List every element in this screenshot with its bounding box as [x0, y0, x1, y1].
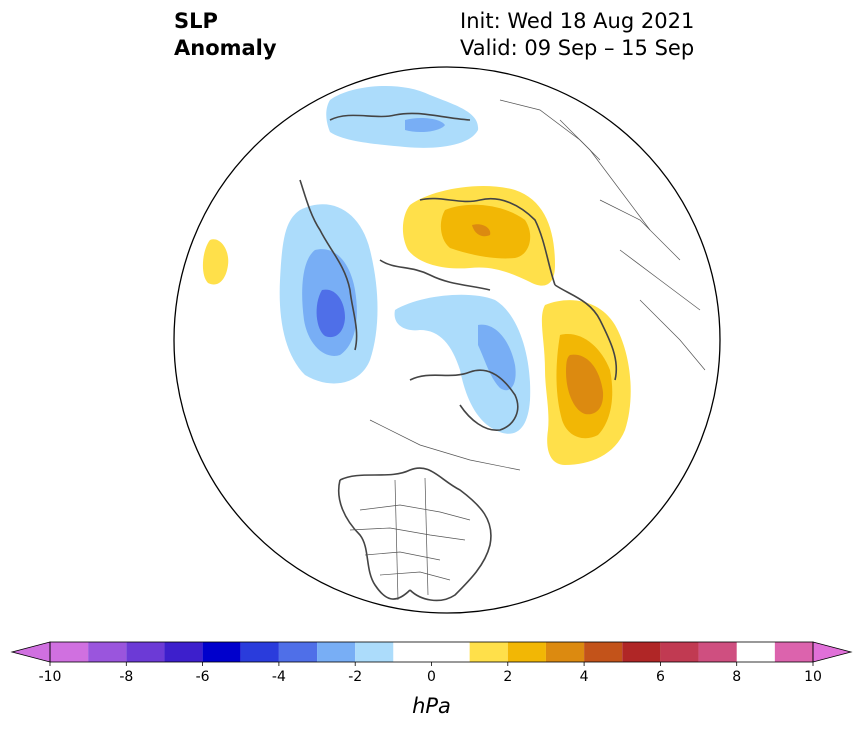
anomaly-high-asia — [202, 239, 229, 285]
colorbar-tick-label: 8 — [732, 669, 741, 685]
anomaly-low-greenland — [394, 294, 531, 434]
colorbar-cell — [545, 642, 585, 662]
colorbar-tick-label: 0 — [427, 669, 436, 685]
colorbar-cell — [355, 642, 394, 662]
colorbar-tick-label: -6 — [196, 669, 210, 685]
colorbar-cell — [584, 642, 623, 662]
colorbar-tick-label: -10 — [39, 669, 62, 685]
map-disc — [174, 67, 720, 613]
colorbar-tick-label: 4 — [580, 669, 589, 685]
colorbar-cell — [164, 642, 203, 662]
colorbar-cell — [469, 642, 508, 662]
anomaly-low-atlantic — [279, 204, 378, 384]
colorbar-cell — [698, 642, 737, 662]
colorbar-cell — [774, 642, 813, 662]
colorbar-cell — [50, 642, 89, 662]
colorbar-cells — [10, 641, 853, 663]
title-field: SLP — [174, 9, 218, 33]
map-boundary — [173, 66, 721, 614]
valid-period: Valid: 09 Sep – 15 Sep — [460, 36, 695, 60]
colorbar-tick-label: 2 — [503, 669, 512, 685]
map-title: SLP Anomaly — [174, 8, 277, 62]
colorbar-cell — [507, 642, 546, 662]
colorbar-cell — [317, 642, 356, 662]
colorbar-ticks: -10 -8 -6 -4 -2 0 2 4 6 8 10 — [39, 662, 822, 685]
colorbar-cell — [240, 642, 279, 662]
title-field-line2: Anomaly — [174, 36, 277, 60]
colorbar-cell — [202, 642, 241, 662]
anomaly-high-bering — [541, 300, 631, 465]
colorbar-cell — [278, 642, 318, 662]
colorbar-cell — [393, 642, 470, 662]
colorbar-cell — [88, 642, 127, 662]
coastlines — [299, 112, 618, 602]
anomaly-low-siberia — [326, 85, 479, 148]
colorbar-tick-label: 10 — [804, 669, 822, 685]
colorbar-extend-low — [10, 641, 51, 663]
anomaly-high-scandinavia — [402, 185, 555, 286]
colorbar: -10 -8 -6 -4 -2 0 2 4 6 8 10 — [10, 641, 853, 685]
forecast-dates: Init: Wed 18 Aug 2021 Valid: 09 Sep – 15… — [460, 8, 694, 62]
colorbar-extend-high — [812, 641, 853, 663]
init-date: Init: Wed 18 Aug 2021 — [460, 9, 695, 33]
colorbar-cell — [126, 642, 165, 662]
colorbar-tick-label: 6 — [656, 669, 665, 685]
polar-map — [173, 66, 721, 614]
country-borders — [349, 99, 706, 601]
colorbar-units: hPa — [412, 694, 451, 718]
colorbar-cell — [622, 642, 661, 662]
colorbar-cell — [660, 642, 699, 662]
colorbar-tick-label: -4 — [272, 669, 286, 685]
colorbar-tick-label: -8 — [119, 669, 133, 685]
colorbar-tick-label: -2 — [348, 669, 362, 685]
